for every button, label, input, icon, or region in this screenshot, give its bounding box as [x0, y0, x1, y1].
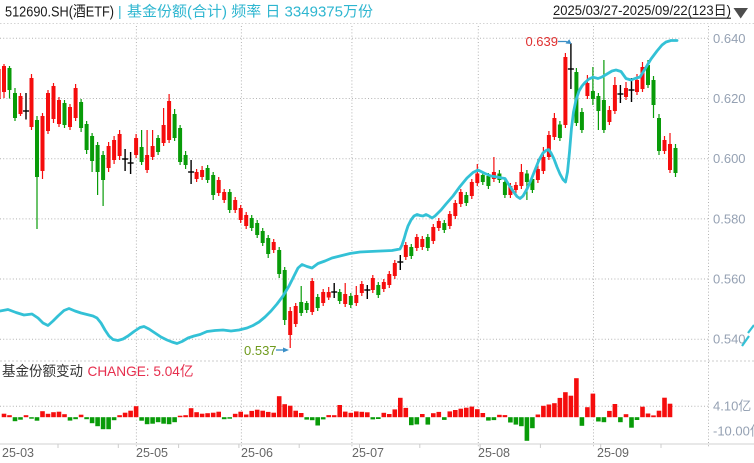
svg-text:25-08: 25-08 [478, 446, 510, 460]
svg-text:基金份额(合计) 频率 日 3349375万份: 基金份额(合计) 频率 日 3349375万份 [127, 3, 374, 20]
svg-text:25-06: 25-06 [241, 446, 273, 460]
svg-text:0.580: 0.580 [713, 211, 746, 226]
svg-text:0.639: 0.639 [525, 34, 558, 49]
svg-text:25-03: 25-03 [2, 446, 34, 460]
svg-text:512690.SH(酒ETF): 512690.SH(酒ETF) [5, 3, 114, 20]
svg-text:25-09: 25-09 [597, 446, 629, 460]
svg-text:2025/03/27-2025/09/22(123日): 2025/03/27-2025/09/22(123日) [553, 3, 731, 18]
svg-text:4.10亿: 4.10亿 [713, 399, 751, 414]
svg-text:0.540: 0.540 [713, 332, 746, 347]
svg-text:25-05: 25-05 [136, 446, 168, 460]
svg-text:0.560: 0.560 [713, 272, 746, 287]
svg-text:基金份额变动: 基金份额变动 [2, 363, 83, 379]
svg-text:0.620: 0.620 [713, 91, 746, 106]
svg-text:|: | [118, 3, 122, 19]
svg-text:0.640: 0.640 [713, 31, 746, 46]
svg-text:-10.00亿: -10.00亿 [713, 424, 754, 439]
svg-text:CHANGE: 5.04亿: CHANGE: 5.04亿 [88, 363, 194, 379]
svg-text:0.600: 0.600 [713, 151, 746, 166]
svg-text:25-07: 25-07 [352, 446, 384, 460]
svg-text:0.537: 0.537 [244, 343, 277, 358]
